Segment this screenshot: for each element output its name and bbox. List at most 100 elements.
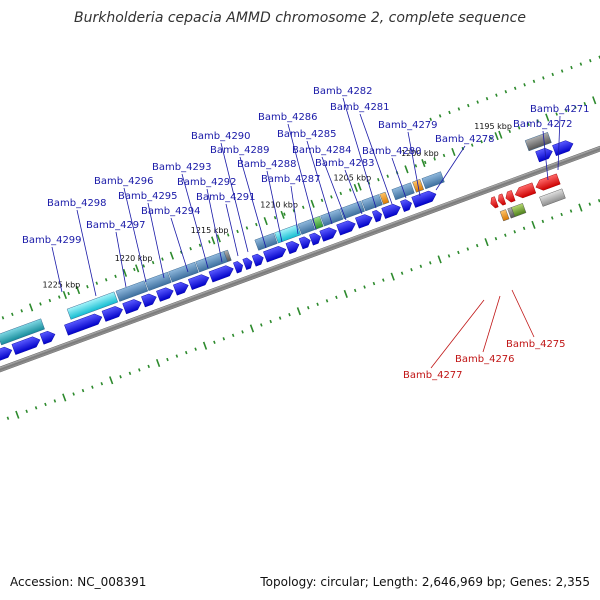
forward-gene-arrow[interactable] (263, 244, 287, 263)
forward-gene-arrow[interactable] (552, 139, 575, 157)
tick-mark (310, 199, 315, 208)
reverse-gene-arrow[interactable] (504, 190, 516, 203)
tick-mark (532, 79, 536, 84)
tick-mark (386, 174, 389, 178)
gene-label-forward[interactable]: Bamb_4299 (22, 235, 82, 246)
forward-gene-arrow[interactable] (122, 297, 144, 315)
scale-tick-label: 1215 kbp (191, 226, 229, 235)
gene-label-forward[interactable]: Bamb_4289 (210, 145, 270, 156)
reverse-gene-arrow[interactable] (534, 173, 561, 193)
tick-mark (208, 240, 211, 244)
callout-leader-line (170, 217, 189, 273)
tick-mark (390, 272, 395, 281)
forward-gene-arrow[interactable] (11, 335, 42, 355)
tick-mark (95, 281, 99, 285)
tick-mark (269, 319, 272, 324)
forward-gene-arrow[interactable] (251, 252, 265, 267)
forward-gene-arrow[interactable] (39, 329, 57, 345)
gene-label-forward[interactable]: Bamb_4279 (378, 120, 438, 131)
tick-mark (100, 382, 104, 386)
gene-label-forward[interactable]: Bamb_4282 (313, 86, 373, 97)
forward-gene-arrow[interactable] (242, 257, 254, 270)
forward-gene-arrow[interactable] (336, 219, 358, 236)
gene-label-forward[interactable]: Bamb_4281 (330, 102, 390, 113)
gene-label-forward[interactable]: Bamb_4290 (191, 131, 251, 142)
tick-mark (255, 222, 258, 227)
tick-mark (138, 368, 141, 372)
forward-gene-arrow[interactable] (400, 198, 413, 212)
callout-leader-line (342, 97, 377, 209)
gene-label-forward[interactable]: Bamb_4297 (86, 220, 146, 231)
gene-label-forward[interactable]: Bamb_4293 (152, 162, 212, 173)
tick-mark (81, 388, 85, 393)
gene-label-forward[interactable]: Bamb_4283 (315, 158, 375, 169)
forward-gene-arrow[interactable] (319, 226, 339, 242)
forward-gene-arrow[interactable] (0, 345, 14, 364)
forward-gene-arrow[interactable] (309, 231, 322, 246)
callout-leader-line (206, 188, 223, 263)
annotation-box (391, 182, 415, 201)
forward-gene-arrow[interactable] (156, 286, 175, 302)
gene-label-forward[interactable]: Bamb_4291 (196, 192, 256, 203)
tick-mark (189, 247, 192, 251)
forward-gene-arrow[interactable] (208, 264, 235, 283)
tick-mark (527, 122, 530, 127)
tick-mark (410, 268, 413, 272)
forward-gene-arrow[interactable] (141, 292, 158, 308)
forward-gene-arrow[interactable] (285, 239, 301, 255)
callout-leader-line (76, 209, 97, 297)
gene-label-forward[interactable]: Bamb_4285 (277, 129, 337, 140)
forward-gene-arrow[interactable] (381, 202, 403, 219)
forward-gene-arrow[interactable] (188, 273, 211, 290)
tick-mark (325, 299, 329, 303)
scale-tick-label: 1195 kbp (474, 122, 512, 131)
forward-gene-arrow[interactable] (101, 304, 125, 322)
scale-tick-label: 1205 kbp (333, 174, 371, 183)
gene-label-reverse[interactable]: Bamb_4277 (403, 370, 463, 381)
gene-label-reverse[interactable]: Bamb_4276 (455, 354, 515, 365)
tick-mark (541, 219, 545, 224)
tick-mark (109, 376, 114, 385)
gene-label-reverse[interactable]: Bamb_4275 (506, 339, 566, 350)
callout-leader-line (225, 203, 239, 257)
gene-label-forward[interactable]: Bamb_4278 (435, 134, 495, 145)
tick-mark (419, 264, 423, 268)
gene-label-forward[interactable]: Bamb_4271 (530, 104, 590, 115)
tick-mark (226, 233, 230, 237)
tick-mark (91, 385, 94, 389)
gene-label-forward[interactable]: Bamb_4298 (47, 198, 107, 209)
reverse-gene-arrow[interactable] (489, 196, 499, 209)
annotation-box (361, 194, 383, 212)
tick-mark (484, 238, 489, 247)
forward-gene-arrow[interactable] (173, 280, 190, 296)
forward-gene-arrow[interactable] (371, 209, 383, 223)
gene-label-forward[interactable]: Bamb_4287 (261, 174, 321, 185)
gene-label-forward[interactable]: Bamb_4272 (513, 119, 573, 130)
tick-mark (316, 302, 319, 306)
tick-mark (48, 298, 52, 303)
gene-label-forward[interactable]: Bamb_4292 (177, 177, 237, 188)
tick-mark (461, 146, 465, 151)
annotation-box (539, 188, 566, 207)
tick-mark (377, 177, 380, 182)
gene-label-forward[interactable]: Bamb_4296 (94, 176, 154, 187)
callout-leader-line (115, 231, 127, 288)
gene-label-forward[interactable]: Bamb_4295 (118, 191, 178, 202)
gene-label-forward[interactable]: Bamb_4288 (237, 159, 297, 170)
forward-gene-arrow[interactable] (411, 189, 438, 208)
gene-label-forward[interactable]: Bamb_4284 (292, 145, 352, 156)
forward-gene-arrow[interactable] (64, 312, 103, 336)
tick-mark (194, 347, 197, 351)
gene-label-forward[interactable]: Bamb_4294 (141, 206, 201, 217)
gene-label-forward[interactable]: Bamb_4286 (258, 112, 318, 123)
tick-mark (104, 278, 108, 282)
forward-gene-arrow[interactable] (298, 235, 312, 250)
annotation-box (0, 318, 45, 346)
reverse-gene-arrow[interactable] (513, 182, 537, 200)
forward-gene-arrow[interactable] (355, 212, 374, 229)
gene-label-forward[interactable]: Bamb_4280 (362, 146, 422, 157)
forward-gene-arrow[interactable] (535, 146, 555, 163)
reverse-gene-arrow[interactable] (496, 193, 507, 206)
tick-mark (404, 165, 409, 174)
forward-gene-arrow[interactable] (233, 260, 244, 274)
